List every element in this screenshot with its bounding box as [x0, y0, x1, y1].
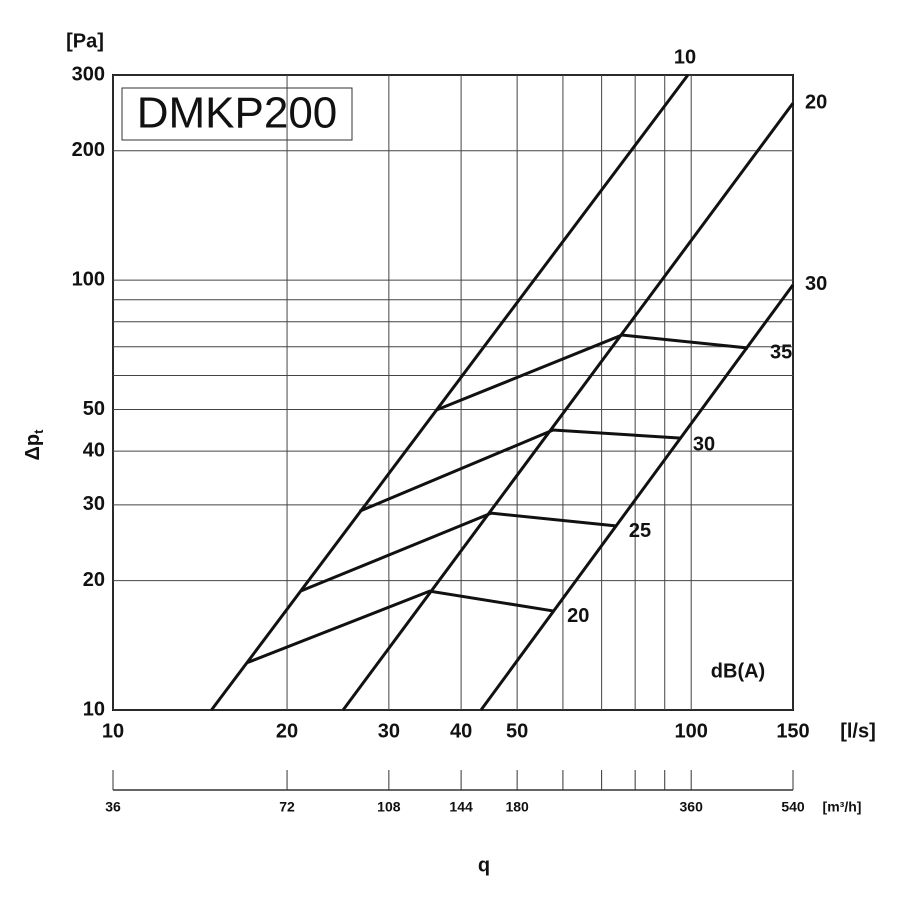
sound-line — [299, 511, 618, 593]
x2-tick-label: 36 — [105, 799, 121, 815]
x2-tick-label: 540 — [781, 799, 805, 815]
y-tick-label: 200 — [72, 139, 105, 161]
x-tick-label: 20 — [276, 720, 298, 742]
series-label: 35 — [770, 341, 792, 363]
x2-tick-label: 360 — [680, 799, 704, 815]
x-tick-label: 10 — [102, 720, 124, 742]
y-tick-label: 20 — [83, 569, 105, 591]
x2-tick-label: 72 — [279, 799, 295, 815]
x-tick-label: 40 — [450, 720, 472, 742]
y-tick-label: 40 — [83, 439, 105, 461]
x2-unit: [m³/h] — [823, 799, 862, 815]
sound-line — [436, 333, 749, 412]
x2-tick-label: 108 — [377, 799, 401, 815]
title-box — [121, 87, 353, 141]
series-label: 30 — [693, 433, 715, 455]
series-label: 25 — [629, 520, 651, 542]
pressure-line — [479, 283, 795, 711]
y-tick-label: 50 — [83, 398, 105, 420]
x2-tick-label: 180 — [505, 799, 529, 815]
sound-line — [359, 428, 682, 513]
annotation: dB(A) — [711, 660, 765, 682]
y-unit: [Pa] — [66, 30, 104, 52]
y-label: Δpt — [22, 429, 46, 461]
pressure-line — [341, 102, 795, 711]
series-label: 20 — [805, 91, 827, 113]
y-tick-label: 30 — [83, 493, 105, 515]
x-tick-label: 100 — [674, 720, 707, 742]
series-label: 10 — [674, 46, 696, 68]
x-label: q — [478, 854, 490, 876]
y-label-sub: t — [31, 429, 46, 434]
x-tick-label: 150 — [776, 720, 809, 742]
pressure-line — [210, 74, 690, 711]
y-label-main: Δp — [22, 434, 44, 461]
chart-title: DMKP200 — [137, 89, 338, 138]
x2-tick-label: 144 — [449, 799, 473, 815]
series-label: 30 — [805, 273, 827, 295]
x-tick-label: 30 — [378, 720, 400, 742]
y-tick-label: 300 — [72, 63, 105, 85]
x-unit: [l/s] — [840, 720, 876, 742]
x-tick-label: 50 — [506, 720, 528, 742]
y-tick-label: 100 — [72, 268, 105, 290]
y-tick-label: 10 — [83, 698, 105, 720]
series-label: 20 — [567, 605, 589, 627]
sound-line — [247, 589, 554, 664]
